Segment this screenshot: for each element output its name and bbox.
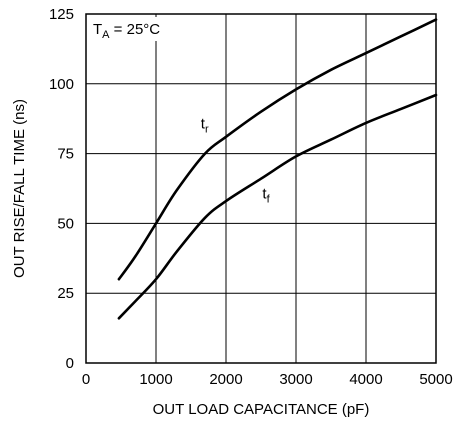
temperature-value: = 25°C [110, 21, 161, 38]
x-tick-label: 5000 [419, 371, 452, 388]
x-tick-label: 3000 [279, 371, 312, 388]
series-label-tf-sub: f [267, 193, 271, 205]
tick-labels: 0 1000 2000 3000 4000 5000 0 25 50 75 100 125 [49, 6, 453, 388]
temperature-subscript: A [102, 29, 110, 41]
temperature-condition-label: TA = 25°C [93, 21, 160, 41]
series-label-tr: tr [201, 115, 209, 135]
y-tick-label: 100 [49, 76, 74, 93]
x-tick-label: 1000 [139, 371, 172, 388]
y-tick-label: 75 [57, 146, 74, 163]
series-line-tr [117, 18, 438, 281]
y-tick-label: 25 [57, 285, 74, 302]
y-tick-label: 0 [66, 355, 74, 372]
x-axis-title: OUT LOAD CAPACITANCE (pF) [153, 401, 370, 418]
grid [85, 13, 437, 364]
temperature-symbol: T [93, 21, 102, 38]
y-axis-title: OUT RISE/FALL TIME (ns) [11, 99, 28, 278]
x-tick-label: 0 [82, 371, 90, 388]
series-label-tr-sub: r [205, 123, 209, 135]
series-label-tf-main: t [262, 185, 267, 202]
series-line-tf [117, 93, 438, 320]
x-tick-label: 2000 [209, 371, 242, 388]
plot-frame [85, 13, 437, 364]
condition-label-background [89, 17, 169, 41]
x-tick-label: 4000 [349, 371, 382, 388]
series-label-tf: tf [262, 185, 270, 205]
y-tick-label: 125 [49, 6, 74, 23]
curves [117, 18, 438, 320]
y-tick-label: 50 [57, 215, 74, 232]
series-label-tr-main: t [201, 115, 206, 132]
